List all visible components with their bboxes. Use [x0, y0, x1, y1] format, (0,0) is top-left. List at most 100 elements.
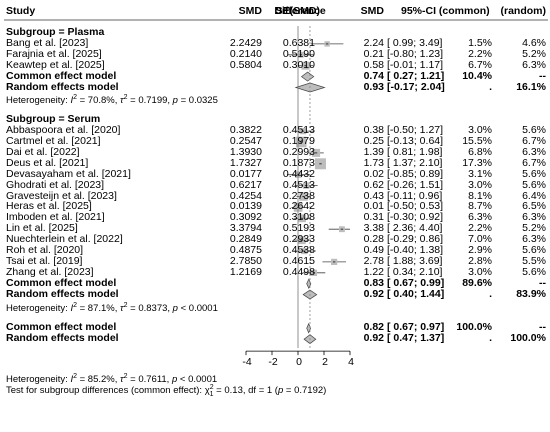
- study-weight-common: 8.1%: [468, 189, 492, 202]
- study-weight-common: 2.2%: [468, 222, 492, 235]
- study-smd: 0.2849: [229, 233, 262, 246]
- subgroup-random-effects-weight-common: .: [489, 80, 492, 93]
- study-ci: [ 0.81; 1.98]: [387, 145, 443, 158]
- study-estimate: 0.38: [363, 124, 384, 137]
- study-label: Cartmel et al. [2021]: [6, 135, 101, 147]
- overall-random-effects-weight-common: .: [489, 332, 492, 345]
- study-weight-random: 6.3%: [522, 233, 546, 246]
- subgroup-random-effects-ci: [ 0.40; 1.44]: [387, 287, 445, 300]
- study-estimate: 0.58: [363, 58, 384, 71]
- study-smd: 3.3794: [229, 222, 262, 235]
- subgroup-common-effect-weight-random: --: [539, 276, 546, 289]
- study-se: 0.4513: [282, 124, 315, 137]
- study-label: Heras et al. [2025]: [6, 200, 92, 213]
- study-weight-random: 5.6%: [522, 167, 546, 180]
- subgroup-common-effect-weight-random: --: [539, 69, 546, 82]
- study-label: Zhang et al. [2023]: [6, 265, 94, 278]
- study-weight-common: 2.9%: [468, 244, 492, 256]
- subgroup-random-effects-label: Random effects model: [6, 80, 119, 93]
- column-header-se: SE(SMD): [275, 5, 320, 17]
- overall-random-effects-estimate: 0.92: [363, 332, 384, 345]
- study-weight-random: 6.7%: [522, 156, 546, 169]
- study-weight-common: 6.7%: [468, 58, 492, 71]
- column-header-ci-common: 95%-CI (common): [401, 5, 490, 17]
- study-estimate: 0.62: [363, 178, 384, 191]
- study-estimate: 0.01: [363, 200, 384, 213]
- study-se: 0.2933: [282, 233, 315, 246]
- study-smd: 1.7327: [229, 156, 262, 169]
- study-weight-common: 3.0%: [468, 178, 492, 191]
- study-weight-random: 5.2%: [522, 47, 546, 60]
- study-smd: 1.3930: [229, 145, 262, 158]
- study-ci: [-0.01; 1.17]: [387, 58, 444, 71]
- study-weight-random: 5.6%: [522, 244, 546, 256]
- study-smd: 0.4254: [229, 189, 262, 202]
- study-smd: 0.4875: [229, 244, 262, 256]
- study-ci: [-0.29; 0.86]: [387, 233, 444, 246]
- study-ci: [-0.80; 1.23]: [387, 47, 444, 60]
- study-ci: [-0.50; 0.53]: [387, 200, 444, 213]
- study-weight-common: 2.2%: [468, 47, 492, 60]
- overall-random-effects-weight-random: 100.0%: [510, 332, 546, 345]
- study-smd: 2.2429: [229, 36, 262, 49]
- study-se: 0.1873: [282, 156, 315, 169]
- subgroup-header: Subgroup = Plasma: [6, 26, 105, 38]
- subgroup-common-effect-ci: [ 0.67; 0.99]: [387, 276, 445, 289]
- subgroup-random-effects-label: Random effects model: [6, 287, 119, 300]
- study-ci: [-0.40; 1.38]: [387, 244, 444, 256]
- study-weight-common: 6.3%: [468, 211, 492, 224]
- subgroup-common-effect-weight-common: 10.4%: [462, 69, 492, 82]
- study-label: Lin et al. [2025]: [6, 222, 78, 235]
- study-estimate: 3.38: [363, 222, 384, 235]
- study-label: Devasayaham et al. [2021]: [6, 167, 131, 180]
- study-weight-common: 3.1%: [468, 167, 492, 180]
- overall-common-effect-weight-random: --: [539, 321, 546, 334]
- study-estimate: 1.73: [363, 156, 384, 169]
- study-ci: [ 0.34; 2.10]: [387, 265, 443, 278]
- column-header-random: (random): [500, 5, 547, 17]
- study-estimate: 0.25: [363, 135, 384, 147]
- study-weight-common: 15.5%: [462, 135, 492, 147]
- overall-common-effect-estimate: 0.82: [363, 321, 384, 334]
- overall-common-effect-weight-common: 100.0%: [456, 321, 492, 334]
- study-ci: [ 0.99; 3.49]: [387, 36, 443, 49]
- subgroup-random-effects-weight-common: .: [489, 287, 492, 300]
- study-label: Abbaspoora et al. [2020]: [6, 124, 121, 137]
- study-smd: 1.2169: [229, 265, 262, 278]
- subgroup-heterogeneity: Heterogeneity: I2 = 87.1%, τ2 = 0.8373, …: [6, 301, 218, 314]
- subgroup-common-effect-diamond: [306, 278, 312, 290]
- x-axis-tick-label: 2: [322, 356, 328, 369]
- study-label: Roh et al. [2020]: [6, 244, 84, 256]
- subgroup-common-effect-estimate: 0.83: [363, 276, 384, 289]
- study-weight-common: 7.0%: [468, 233, 492, 246]
- column-header-smd: SMD: [238, 5, 262, 17]
- study-label: Bang et al. [2023]: [6, 36, 89, 49]
- subgroup-difference-test: Test for subgroup differences (common ef…: [6, 384, 327, 399]
- study-estimate: 0.43: [363, 189, 384, 202]
- study-weight-random: 6.5%: [522, 200, 546, 213]
- study-weight-common: 3.0%: [468, 265, 492, 278]
- study-estimate: 0.28: [363, 233, 384, 246]
- study-weight-common: 17.3%: [462, 156, 492, 169]
- study-label: Deus et al. [2021]: [6, 156, 89, 169]
- overall-common-effect-label: Common effect model: [6, 321, 117, 334]
- study-estimate: 2.24: [363, 36, 384, 49]
- study-ci: [-0.85; 0.89]: [387, 167, 444, 180]
- study-smd: 0.2547: [229, 135, 262, 147]
- study-se: 0.5193: [282, 222, 315, 235]
- study-estimate: 1.39: [363, 145, 384, 158]
- subgroup-random-effects-estimate: 0.92: [363, 287, 384, 300]
- study-smd: 0.3092: [229, 211, 262, 224]
- study-weight-random: 6.3%: [522, 58, 546, 71]
- study-se: 0.2642: [282, 200, 315, 213]
- overall-heterogeneity: Heterogeneity: I2 = 85.2%, τ2 = 0.7611, …: [6, 373, 218, 386]
- study-weight-random: 5.2%: [522, 222, 546, 235]
- study-estimate: 0.31: [363, 211, 384, 224]
- study-label: Farajnia et al. [2025]: [6, 47, 102, 60]
- subgroup-random-effects-estimate: 0.93: [363, 80, 384, 93]
- study-label: Imboden et al. [2021]: [6, 211, 105, 224]
- study-smd: 0.3822: [229, 124, 262, 137]
- study-ci: [-0.13; 0.64]: [387, 135, 444, 147]
